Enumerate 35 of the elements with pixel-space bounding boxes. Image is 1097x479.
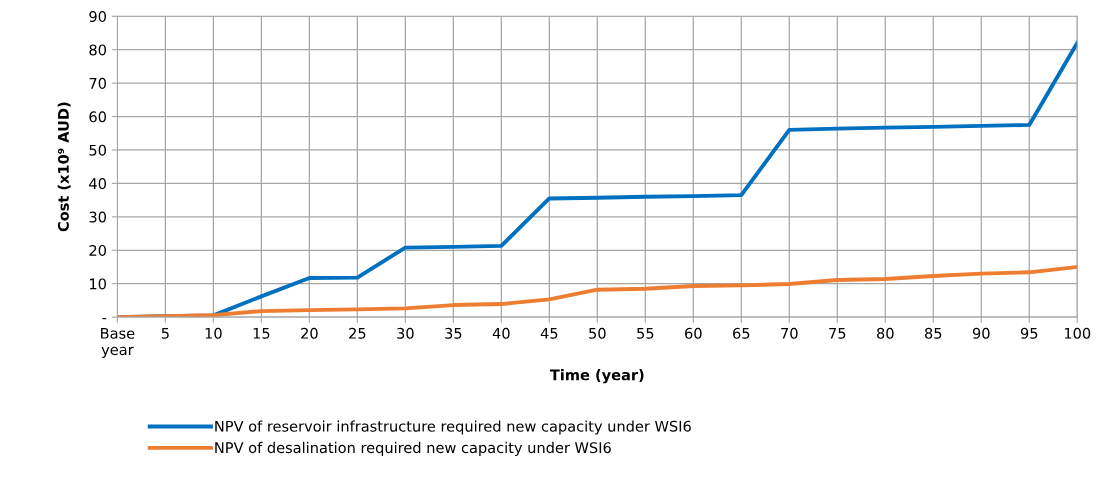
y-tick-label: 90 (89, 11, 106, 23)
y-tick-label: 20 (89, 244, 106, 256)
y-tick-label: 70 (89, 77, 106, 89)
x-tick-label: 40 (492, 327, 510, 339)
x-tick-label: 70 (781, 327, 798, 339)
x-tick-label: 100 (1064, 327, 1091, 339)
x-tick-label: 20 (301, 327, 318, 339)
x-tick-label: Base year (101, 327, 135, 358)
x-tick-label: 35 (445, 327, 462, 339)
x-tick-label: 90 (972, 327, 990, 339)
y-tick-label: 60 (89, 111, 106, 123)
x-tick-label: 10 (205, 327, 222, 339)
x-tick-label: 75 (829, 327, 846, 339)
x-tick-label: 5 (161, 327, 169, 339)
y-tick-label: 30 (89, 211, 106, 223)
y-tick-label: 10 (90, 278, 106, 290)
x-tick-label: 60 (685, 327, 702, 339)
y-tick-label: - (102, 318, 107, 320)
x-tick-label: 50 (589, 327, 606, 339)
x-tick-label: 25 (349, 327, 366, 339)
y-tick-label: 40 (89, 178, 106, 190)
x-tick-label: 80 (876, 327, 894, 339)
y-axis-title: Cost (x10⁹ AUD) (57, 102, 71, 232)
x-tick-label: 85 (924, 327, 942, 339)
y-tick-label: 80 (89, 44, 106, 56)
x-tick-label: 95 (1020, 327, 1038, 339)
x-tick-label: 45 (540, 327, 558, 339)
x-tick-label: 65 (733, 327, 750, 339)
legend-label: NPV of reservoir infrastructure required new capacity under WSI6 (215, 420, 691, 435)
x-axis-title: Time (year) (549, 369, 644, 384)
x-tick-label: 15 (253, 327, 270, 339)
y-tick-label: 50 (89, 144, 106, 156)
x-tick-label: 30 (397, 327, 414, 339)
legend-label: NPV of desalination required new capacity under WSI6 (215, 441, 611, 456)
x-tick-label: 55 (637, 327, 654, 339)
